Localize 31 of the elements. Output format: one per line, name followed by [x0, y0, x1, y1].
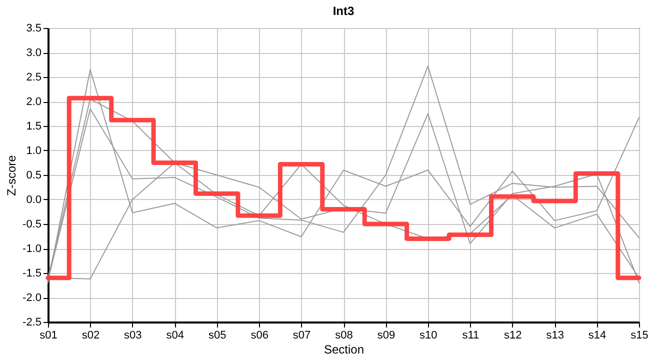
x-tick-label: s13: [546, 330, 564, 342]
x-axis-title: Section: [324, 342, 364, 356]
y-tick-label: 1.0: [26, 145, 42, 157]
y-tick-label: 0.5: [26, 170, 42, 182]
y-tick-label: 3.5: [26, 22, 42, 34]
x-tick-label: s02: [82, 330, 100, 342]
y-tick-label: 3.0: [26, 47, 42, 59]
x-tick-label: s06: [250, 330, 268, 342]
y-tick-label: 2.0: [26, 96, 42, 108]
y-tick-label: 1.5: [26, 120, 42, 132]
y-tick-label: -1.5: [22, 268, 42, 280]
x-tick-label: s05: [208, 330, 226, 342]
y-tick-label: 2.5: [26, 72, 42, 84]
y-tick-label: -1.0: [22, 243, 42, 255]
x-tick-label: s15: [630, 330, 648, 342]
x-tick-label: s11: [462, 330, 480, 342]
x-tick-label: s01: [40, 330, 58, 342]
y-tick-label: -2.5: [22, 316, 42, 328]
x-tick-label: s04: [166, 330, 184, 342]
x-tick-label: s08: [335, 330, 353, 342]
y-tick-label: -0.5: [22, 218, 42, 230]
x-tick-label: s09: [377, 330, 396, 342]
x-tick-label: s10: [420, 330, 438, 342]
x-tick-label: s03: [124, 330, 142, 342]
x-tick-label: s14: [588, 330, 606, 342]
x-tick-label: s07: [292, 330, 311, 342]
y-tick-label: -2.0: [22, 292, 42, 304]
y-axis-title: Z-score: [4, 154, 19, 196]
chart-title: Int3: [332, 4, 354, 18]
x-tick-label: s12: [504, 330, 522, 342]
y-tick-label: 0.0: [26, 194, 42, 206]
